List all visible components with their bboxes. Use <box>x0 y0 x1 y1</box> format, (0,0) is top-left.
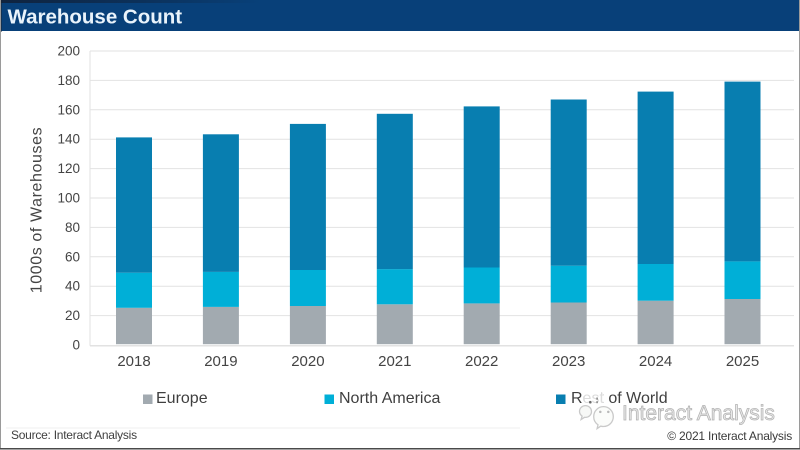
svg-text:2024: 2024 <box>639 353 672 370</box>
svg-text:2021: 2021 <box>378 353 411 370</box>
svg-text:2025: 2025 <box>726 353 759 370</box>
svg-text:100: 100 <box>57 191 80 206</box>
svg-text:60: 60 <box>65 249 80 264</box>
svg-text:40: 40 <box>65 279 80 294</box>
svg-text:180: 180 <box>57 73 80 88</box>
svg-text:2018: 2018 <box>117 353 150 370</box>
svg-text:Europe: Europe <box>156 390 208 407</box>
svg-text:2019: 2019 <box>204 353 237 370</box>
svg-text:North America: North America <box>339 390 440 407</box>
svg-text:© 2021 Interact Analysis: © 2021 Interact Analysis <box>667 429 792 443</box>
svg-text:2020: 2020 <box>291 353 324 370</box>
svg-text:200: 200 <box>57 44 80 59</box>
svg-text:Source: Interact Analysis: Source: Interact Analysis <box>11 428 137 442</box>
svg-text:80: 80 <box>65 220 80 235</box>
svg-text:160: 160 <box>57 102 80 117</box>
svg-text:Warehouse Count: Warehouse Count <box>8 6 183 29</box>
svg-text:140: 140 <box>57 132 80 147</box>
svg-text:120: 120 <box>57 161 80 176</box>
svg-text:1000s of Warehouses: 1000s of Warehouses <box>29 127 46 293</box>
svg-text:20: 20 <box>65 308 80 323</box>
svg-text:2023: 2023 <box>552 353 585 370</box>
svg-text:Interact Analysis: Interact Analysis <box>622 402 775 425</box>
svg-text:0: 0 <box>72 338 80 353</box>
svg-text:2022: 2022 <box>465 353 498 370</box>
